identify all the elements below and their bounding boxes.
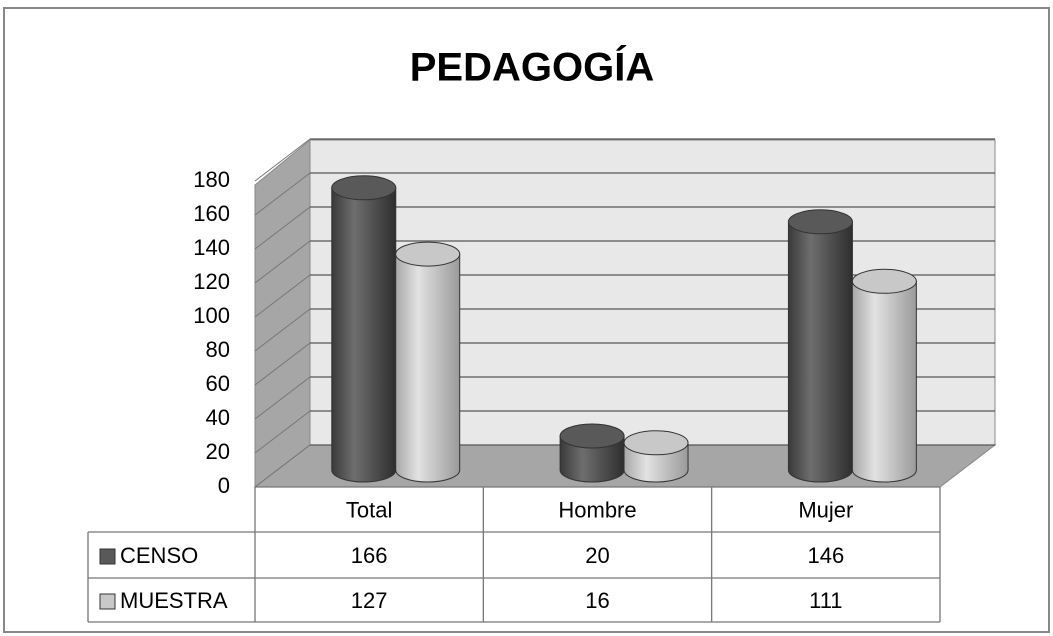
cylinder [787, 209, 853, 483]
cylinder-top [851, 268, 917, 294]
grid-line [254, 410, 311, 454]
grid-line [254, 274, 311, 318]
grid-line [254, 206, 311, 250]
cylinder-top [623, 430, 689, 456]
cylinder-top [559, 423, 625, 449]
cylinder-top [395, 241, 461, 267]
cylinder [331, 175, 397, 483]
x-tick-label: Mujer [798, 497, 853, 522]
grid-line [254, 444, 311, 488]
side-wall [254, 138, 311, 489]
table-value: 166 [351, 543, 388, 568]
legend-key [99, 593, 116, 610]
cylinder [559, 423, 625, 483]
cylinder [851, 268, 917, 483]
y-tick-label: 20 [206, 439, 230, 464]
y-tick-label: 80 [206, 337, 230, 362]
table-value: 127 [351, 588, 388, 613]
x-tick-label: Hombre [558, 497, 636, 522]
y-tick-label: 180 [193, 167, 230, 192]
grid-line [254, 376, 311, 420]
y-tick-label: 60 [206, 371, 230, 396]
table-value: 111 [809, 588, 842, 613]
x-tick-label: Total [346, 497, 392, 522]
legend-label: MUESTRA [120, 588, 228, 613]
grid-line [254, 240, 311, 284]
grid-line [254, 308, 311, 352]
cylinder-body [395, 253, 461, 483]
table-value: 146 [807, 543, 844, 568]
cylinder-body [787, 221, 853, 483]
cylinder [623, 430, 689, 483]
cylinder-body [331, 187, 397, 483]
cylinder-body [851, 280, 917, 483]
y-tick-label: 100 [193, 303, 230, 328]
grid-line [254, 138, 311, 182]
y-tick-label: 40 [206, 405, 230, 430]
grid-line [254, 342, 311, 386]
legend-label: CENSO [120, 543, 198, 568]
y-tick-label: 0 [218, 473, 230, 498]
table-value: 20 [585, 543, 609, 568]
y-tick-label: 160 [193, 201, 230, 226]
legend-key [99, 548, 116, 565]
y-tick-label: 140 [193, 235, 230, 260]
y-tick-label: 120 [193, 269, 230, 294]
cylinder-top [787, 209, 853, 235]
table-value: 16 [585, 588, 609, 613]
cylinder-body [559, 435, 625, 483]
cylinder-top [331, 175, 397, 201]
grid-line [254, 172, 311, 216]
chart-title: PEDAGOGÍA [410, 45, 654, 90]
cylinder [395, 241, 461, 483]
